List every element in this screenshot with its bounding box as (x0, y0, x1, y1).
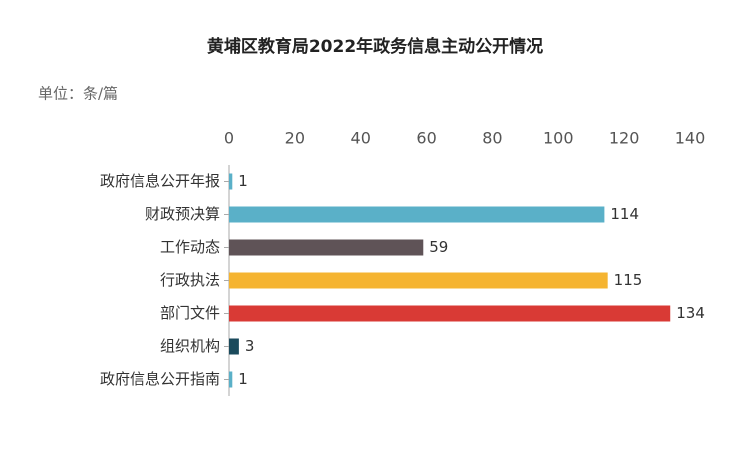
bar (229, 338, 239, 355)
value-label: 134 (676, 304, 705, 322)
x-tick-label: 0 (224, 129, 234, 148)
bar (229, 239, 424, 256)
y-tick-label: 部门文件 (160, 304, 220, 322)
value-label: 1 (238, 370, 248, 388)
y-tick-label: 组织机构 (160, 337, 220, 355)
x-tick-label: 120 (609, 129, 640, 148)
value-label: 59 (429, 238, 448, 256)
x-tick-label: 140 (675, 129, 706, 148)
chart-title: 黄埔区教育局2022年政务信息主动公开情况 (207, 36, 543, 57)
bar (229, 272, 608, 289)
x-tick-label: 100 (543, 129, 574, 148)
y-tick-label: 财政预决算 (145, 205, 220, 223)
unit-label: 单位：条/篇 (38, 85, 118, 103)
x-tick-label: 80 (482, 129, 502, 148)
bar (229, 305, 671, 322)
y-tick-label: 工作动态 (160, 238, 220, 256)
bar (229, 206, 605, 223)
x-tick-label: 20 (285, 129, 305, 148)
y-tick-label: 政府信息公开年报 (100, 172, 220, 190)
y-tick-label: 政府信息公开指南 (100, 370, 220, 388)
value-label: 114 (610, 205, 639, 223)
bar (229, 371, 233, 388)
value-label: 115 (614, 271, 643, 289)
bar (229, 173, 233, 190)
x-tick-label: 40 (351, 129, 371, 148)
x-tick-label: 60 (416, 129, 436, 148)
value-label: 3 (245, 337, 255, 355)
value-label: 1 (238, 172, 248, 190)
y-tick-label: 行政执法 (160, 271, 220, 289)
